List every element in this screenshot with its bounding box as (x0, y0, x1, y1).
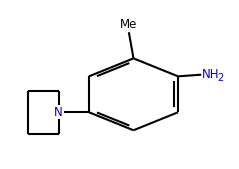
Text: 2: 2 (217, 73, 223, 83)
Text: N: N (54, 106, 63, 119)
Text: NH: NH (202, 68, 219, 81)
Text: Me: Me (120, 18, 137, 31)
